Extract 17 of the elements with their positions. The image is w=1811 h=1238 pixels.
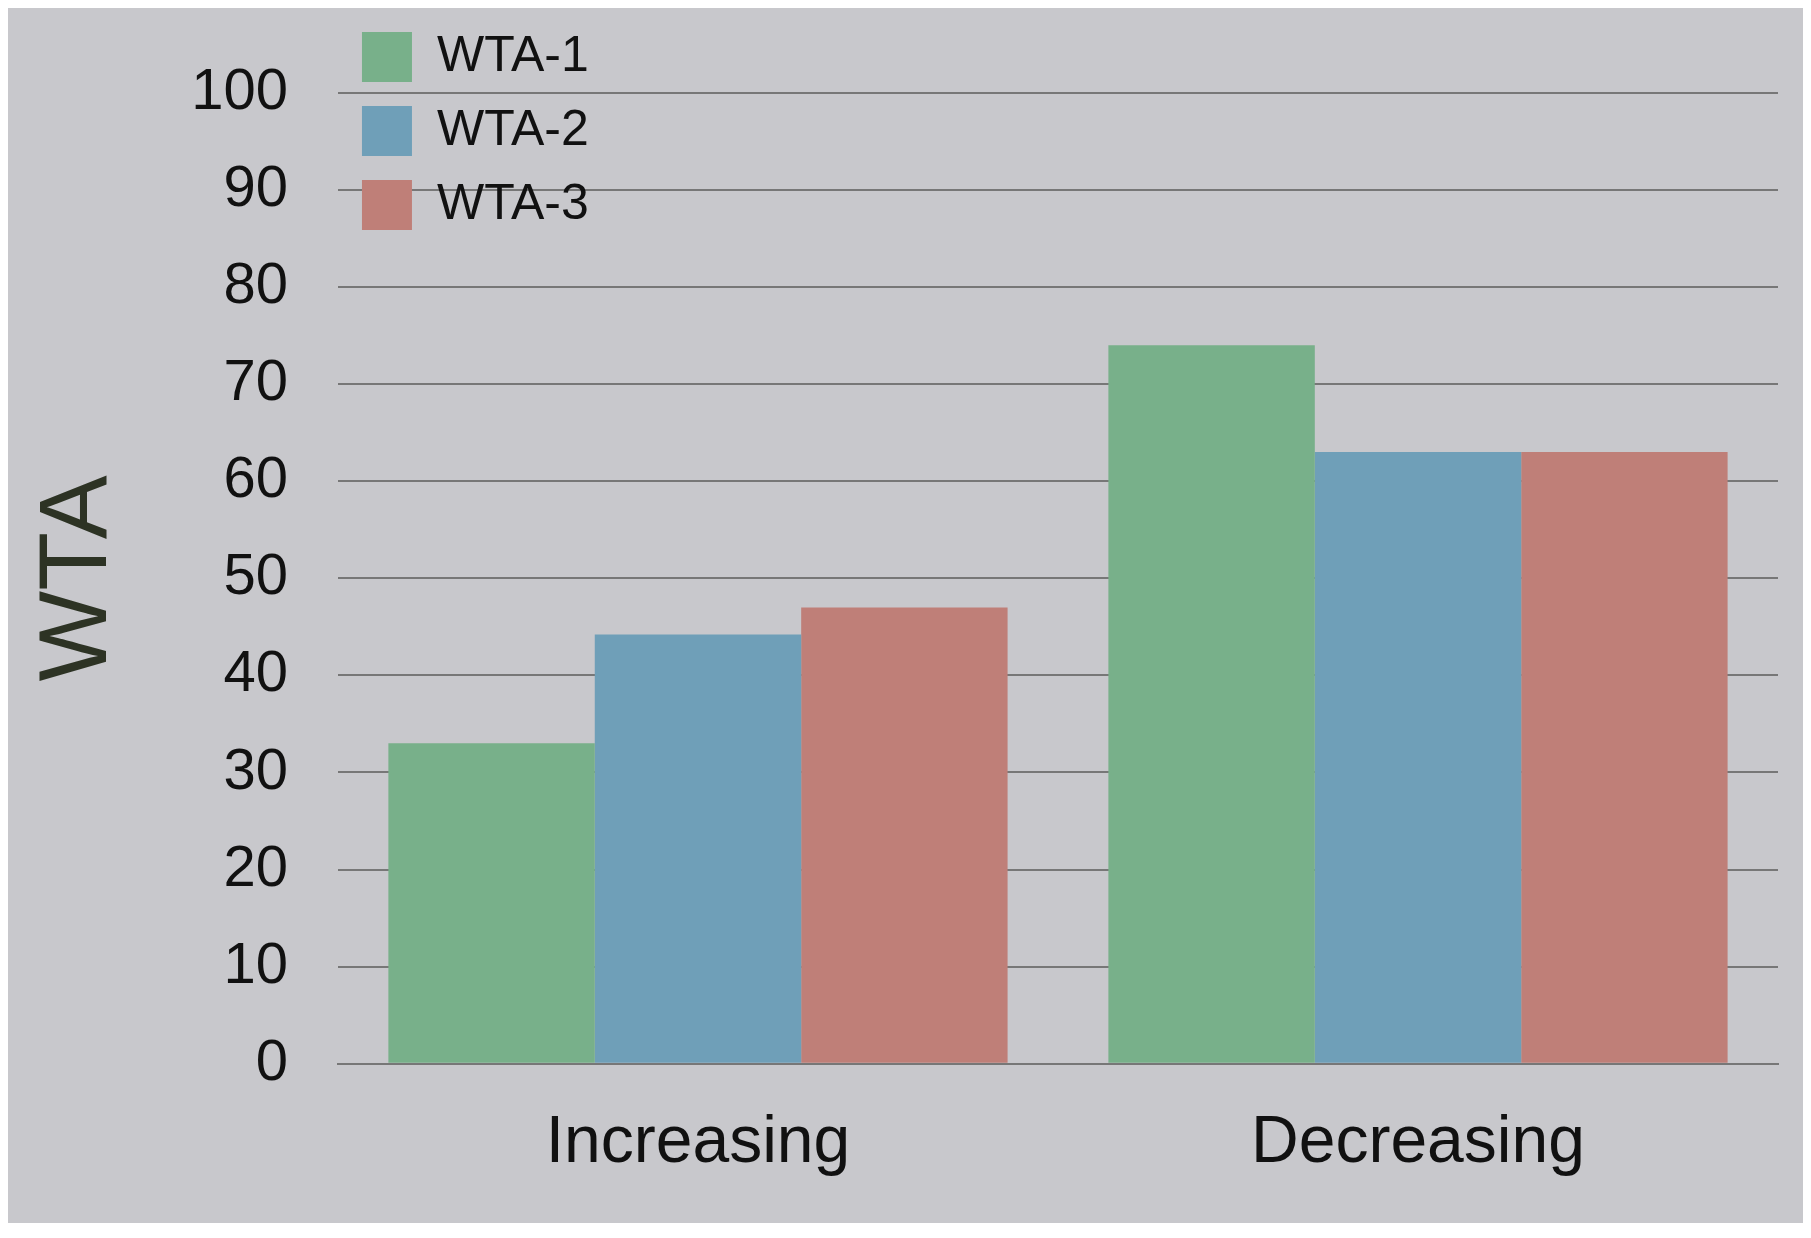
legend-label: WTA-2	[436, 99, 589, 156]
y-tick-label: 80	[223, 250, 288, 315]
y-tick-label: 20	[223, 832, 288, 898]
legend-label: WTA-1	[436, 25, 589, 82]
y-axis-title: WTA	[19, 475, 127, 682]
x-tick-label: Decreasing	[1251, 1101, 1585, 1176]
y-tick-label: 40	[223, 638, 288, 704]
y-tick-label: 90	[223, 152, 288, 218]
x-tick-label: Increasing	[545, 1101, 851, 1176]
y-tick-label: 50	[223, 541, 288, 607]
y-tick-label: 30	[223, 735, 288, 801]
y-tick-label: 70	[223, 347, 288, 413]
legend-label: WTA-3	[436, 173, 589, 230]
y-tick-label: 100	[191, 55, 288, 121]
y-tick-label: 60	[223, 444, 288, 510]
y-tick-label: 10	[223, 929, 288, 995]
y-tick-label: 0	[255, 1026, 288, 1092]
